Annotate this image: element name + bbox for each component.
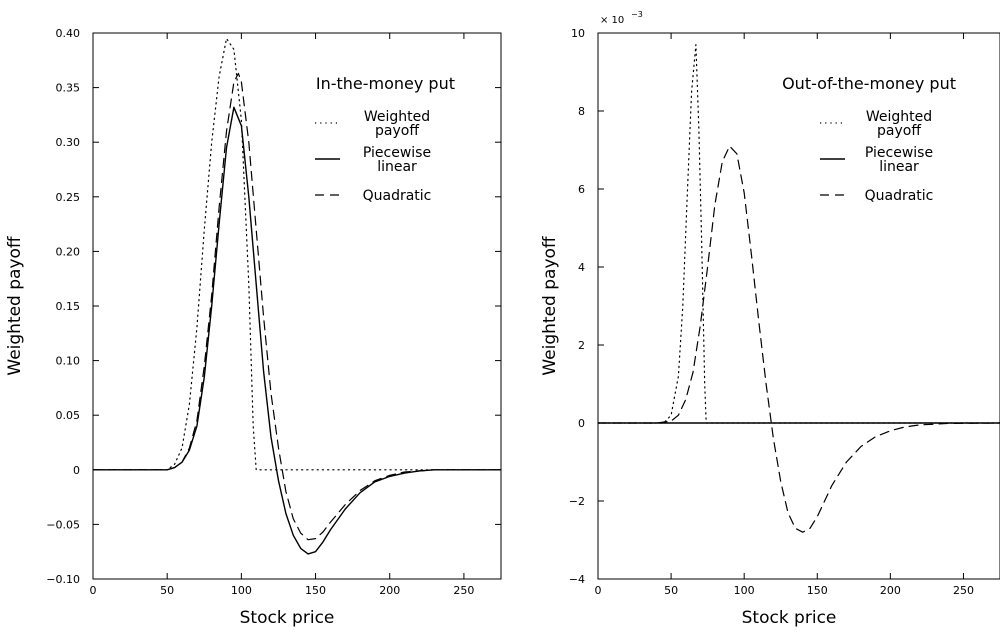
legend-entry-1-line2: payoff <box>877 123 921 139</box>
x-tick-label: 100 <box>231 584 252 597</box>
series-line-weighted-payoff <box>598 44 1000 424</box>
series-line-weighted-payoff <box>93 37 501 471</box>
legend-entry-2: Piecewise <box>363 145 431 161</box>
y-tick-label: 0.15 <box>56 300 81 313</box>
y-tick-label: 4 <box>578 261 585 274</box>
x-tick-label: 250 <box>953 584 974 597</box>
x-tick-label: 150 <box>807 584 828 597</box>
chart-title: In-the-money put <box>316 74 455 93</box>
x-tick-label: 250 <box>453 584 474 597</box>
x-tick-label: 50 <box>160 584 174 597</box>
series-line-piecewise-linear <box>93 106 501 555</box>
y-tick-label: 8 <box>578 105 585 118</box>
y-tick-label: −4 <box>569 573 585 586</box>
plot-frame <box>597 32 1000 580</box>
series-line-quadratic <box>598 145 1000 533</box>
y-tick-label: 2 <box>578 339 585 352</box>
x-tick-label: 100 <box>734 584 755 597</box>
y-multiplier-exponent: −3 <box>631 10 643 19</box>
x-tick-label: 200 <box>880 584 901 597</box>
legend-entry-1-line2: payoff <box>375 123 419 139</box>
x-tick-label: 150 <box>305 584 326 597</box>
y-tick-label: 0.35 <box>56 82 81 95</box>
series-line-quadratic <box>93 72 501 541</box>
y-tick-label: 6 <box>578 183 585 196</box>
x-axis-label: Stock price <box>742 608 837 628</box>
series-lines <box>93 37 501 555</box>
legend-entry-3: Quadratic <box>865 188 934 204</box>
y-tick-label: 0.40 <box>56 27 81 40</box>
x-tick-label: 0 <box>90 584 97 597</box>
x-tick-label: 0 <box>595 584 602 597</box>
plot-frame <box>92 32 502 580</box>
y-tick-label: 0.05 <box>56 409 81 422</box>
y-multiplier-label: × 10 <box>600 15 624 26</box>
x-tick-label: 200 <box>379 584 400 597</box>
y-tick-label: −0.10 <box>46 573 80 586</box>
y-tick-label: 0.25 <box>56 191 81 204</box>
y-tick-label: −0.05 <box>46 518 80 531</box>
legend-entry-2-line2: linear <box>377 159 417 175</box>
legend-entry-3: Quadratic <box>363 188 432 204</box>
legend-entry-1: Weighted <box>364 109 430 125</box>
series-lines <box>598 44 1000 533</box>
x-axis-label: Stock price <box>240 608 335 628</box>
y-tick-label: 0.10 <box>56 355 81 368</box>
y-tick-label: 10 <box>571 27 585 40</box>
x-tick-label: 50 <box>664 584 678 597</box>
chart-panel-2: 0 50 100 150 200 250 −4 −2 0 2 4 6 8 10 × 10 −3 Stock pr… <box>540 10 1000 628</box>
legend-entry-1: Weighted <box>866 109 932 125</box>
legend-entry-2-line2: linear <box>879 159 919 175</box>
y-tick-label: −2 <box>569 495 585 508</box>
legend-entry-2: Piecewise <box>865 145 933 161</box>
chart-title: Out-of-the-money put <box>782 74 956 93</box>
chart-panel-1: 0 50 100 150 200 250 −0.10 −0.05 0 0.05 0.10 0.15 0.… <box>5 27 502 628</box>
y-tick-label: 0 <box>578 417 585 430</box>
y-axis-label: Weighted payoff <box>5 235 25 376</box>
y-tick-label: 0 <box>73 464 80 477</box>
y-tick-label: 0.20 <box>56 245 81 258</box>
y-axis-label: Weighted payoff <box>540 235 560 376</box>
y-tick-label: 0.30 <box>56 136 81 149</box>
